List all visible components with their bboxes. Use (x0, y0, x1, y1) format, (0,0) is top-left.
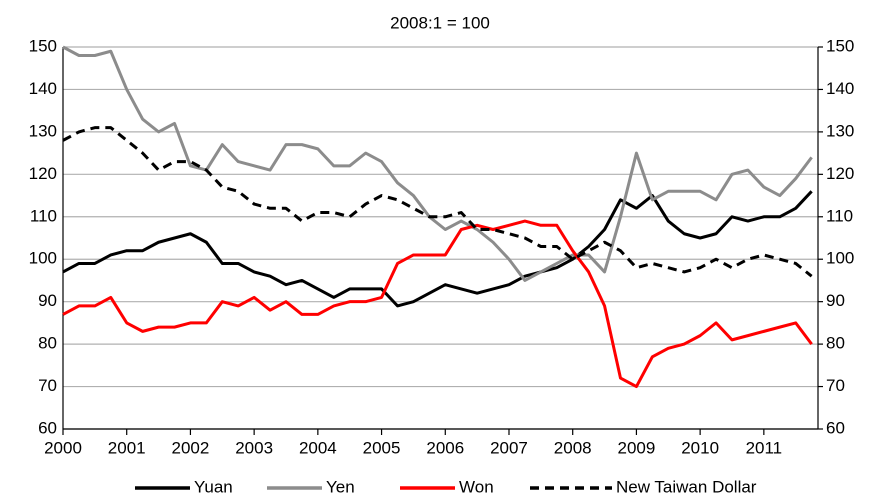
y-tick-label: 150 (29, 36, 57, 55)
legend-label: New Taiwan Dollar (616, 477, 757, 496)
x-tick-label: 2003 (235, 438, 273, 457)
y2-tick-label: 70 (826, 376, 845, 395)
series-line (62, 219, 813, 389)
x-tick-label: 2006 (426, 438, 464, 457)
x-tick-label: 2005 (363, 438, 401, 457)
y2-tick-label: 100 (826, 249, 854, 268)
y2-tick-label: 120 (826, 164, 854, 183)
y-tick-label: 110 (30, 206, 57, 225)
x-tick-label: 2008 (554, 438, 592, 457)
y-tick-label: 120 (29, 164, 57, 183)
x-tick-label: 2011 (746, 438, 783, 457)
y2-tick-label: 130 (826, 121, 854, 140)
y-tick-label: 140 (29, 79, 57, 98)
y-tick-label: 130 (29, 121, 57, 140)
y2-tick-label: 110 (826, 206, 853, 225)
legend-label: Won (459, 477, 494, 496)
x-tick-label: 2007 (490, 438, 528, 457)
y2-tick-label: 140 (826, 79, 854, 98)
y-tick-label: 70 (38, 376, 57, 395)
series-line (62, 190, 813, 308)
y2-tick-label: 80 (826, 334, 845, 353)
y-tick-label: 60 (38, 418, 57, 437)
x-tick-label: 2004 (299, 438, 337, 457)
x-tick-label: 2002 (172, 438, 210, 457)
x-tick-label: 2009 (618, 438, 656, 457)
y-tick-label: 100 (29, 249, 57, 268)
legend-label: Yen (326, 477, 355, 496)
legend-label: Yuan (194, 477, 233, 496)
series-line (62, 45, 813, 282)
y2-tick-label: 150 (826, 36, 854, 55)
chart-title: 2008:1 = 100 (390, 13, 490, 32)
x-tick-label: 2010 (681, 438, 719, 457)
y2-tick-label: 90 (826, 291, 845, 310)
x-tick-label: 2001 (108, 438, 146, 457)
y2-tick-label: 60 (826, 418, 845, 437)
y-tick-label: 80 (38, 334, 57, 353)
series-line (62, 126, 813, 278)
x-tick-label: 2000 (44, 438, 82, 457)
y-tick-label: 90 (38, 291, 57, 310)
